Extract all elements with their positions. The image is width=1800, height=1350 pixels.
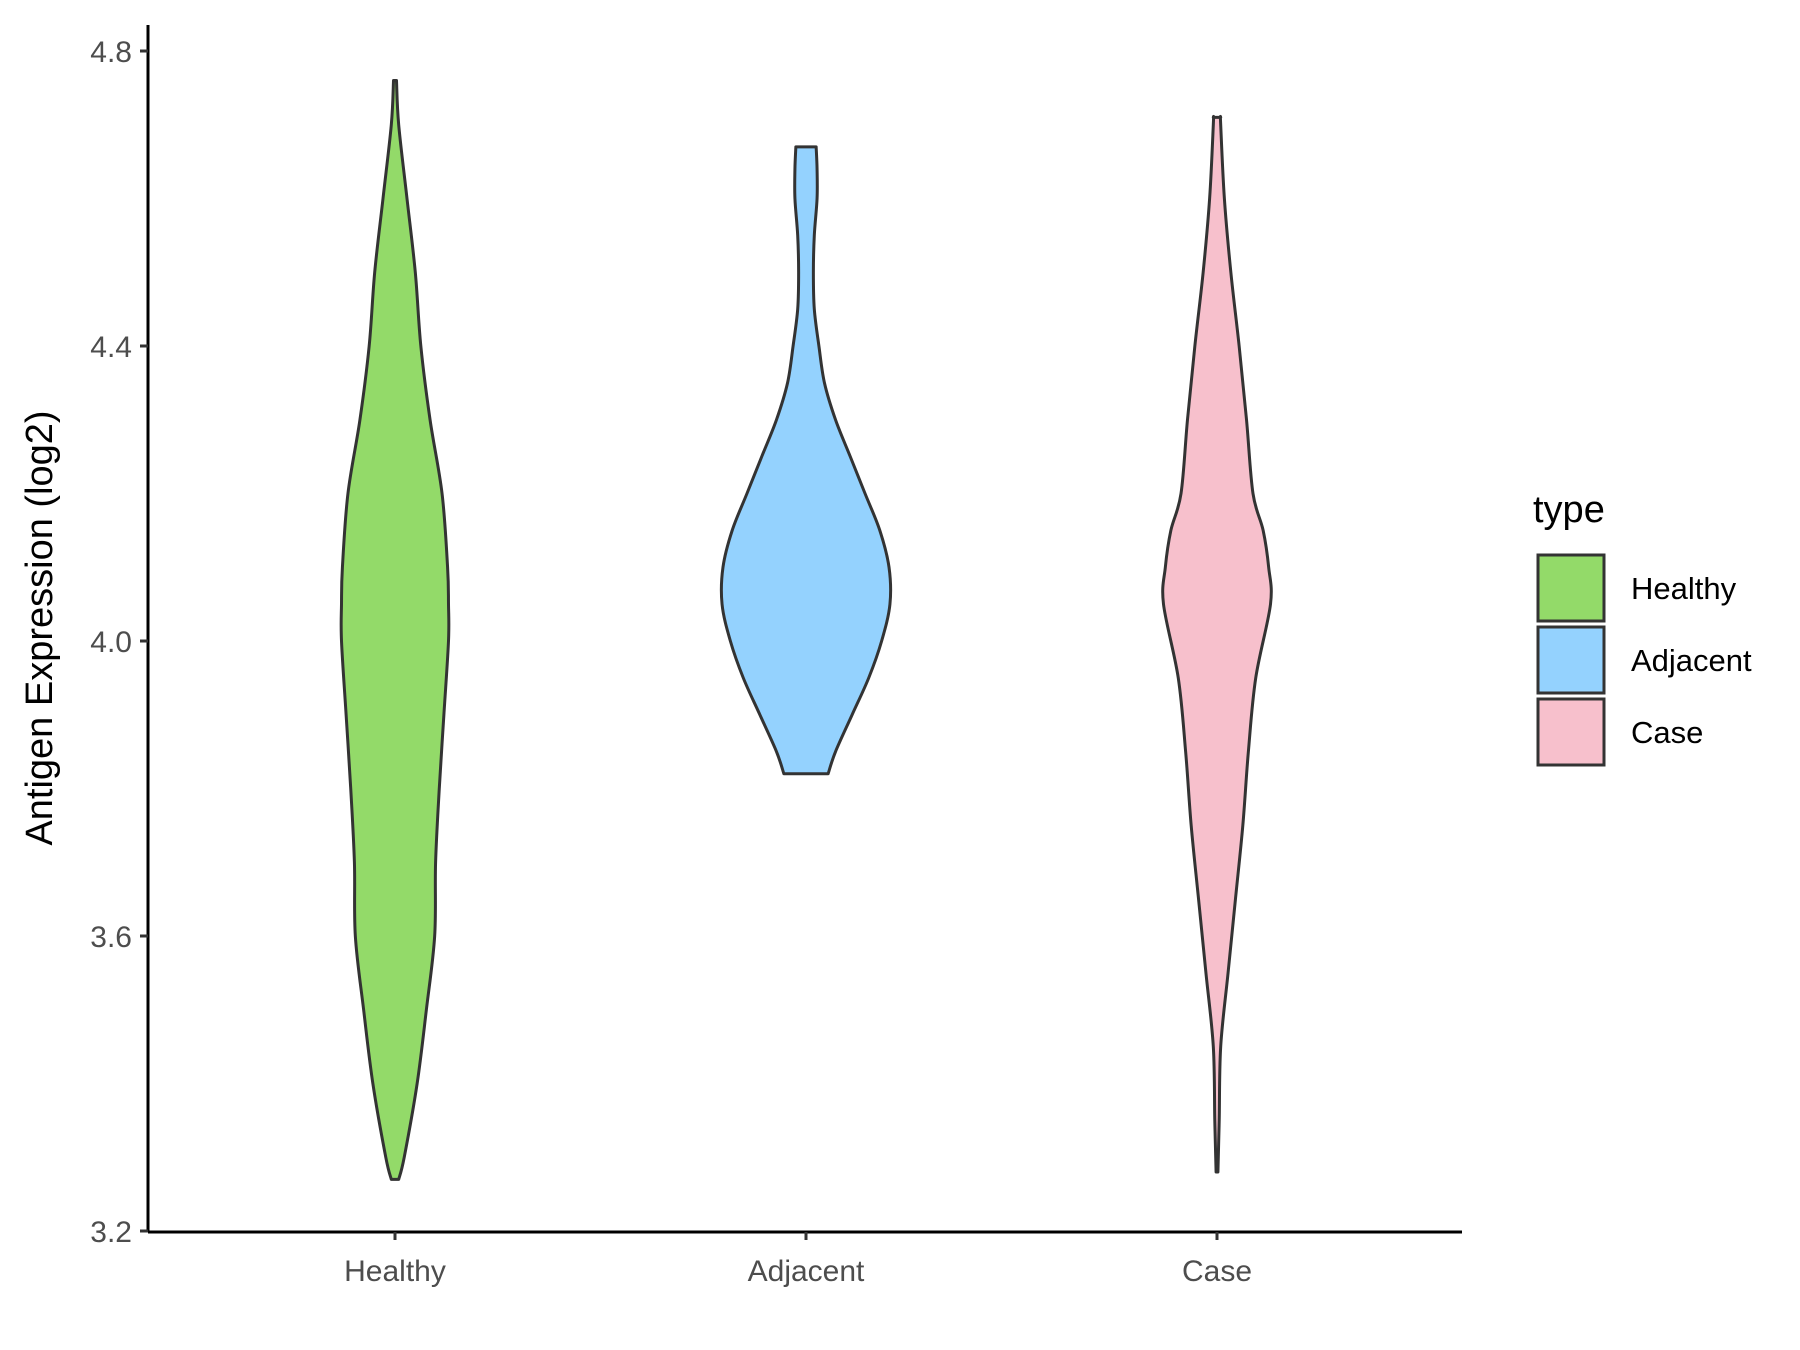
violin-group (339, 79, 1273, 1181)
legend-label-healthy: Healthy (1631, 571, 1737, 606)
y-tick-label: 4.4 (90, 331, 132, 364)
y-tick-label: 3.6 (90, 921, 132, 954)
x-tick-label: Case (1182, 1255, 1252, 1288)
x-tick-label: Adjacent (748, 1255, 865, 1288)
y-axis-title: Antigen Expression (log2) (19, 410, 61, 845)
legend-swatch-adjacent (1536, 625, 1606, 695)
legend-swatch-healthy (1536, 553, 1606, 623)
x-axis-ticks: Healthy Adjacent Case (344, 1232, 1252, 1288)
y-tick-label: 3.2 (90, 1216, 132, 1249)
y-axis-ticks: 3.2 3.6 4.0 4.4 4.8 (90, 36, 148, 1249)
legend-label-adjacent: Adjacent (1631, 643, 1752, 678)
x-tick-label: Healthy (344, 1255, 446, 1288)
legend-label-case: Case (1631, 715, 1703, 750)
violin-healthy (339, 79, 451, 1181)
violin-case (1161, 114, 1273, 1174)
legend-title: type (1533, 489, 1605, 531)
y-tick-label: 4.8 (90, 36, 132, 69)
legend-swatch-case (1536, 697, 1606, 767)
y-tick-label: 4.0 (90, 626, 132, 659)
violin-adjacent (719, 145, 893, 776)
legend: Healthy Adjacent Case (1536, 553, 1752, 767)
